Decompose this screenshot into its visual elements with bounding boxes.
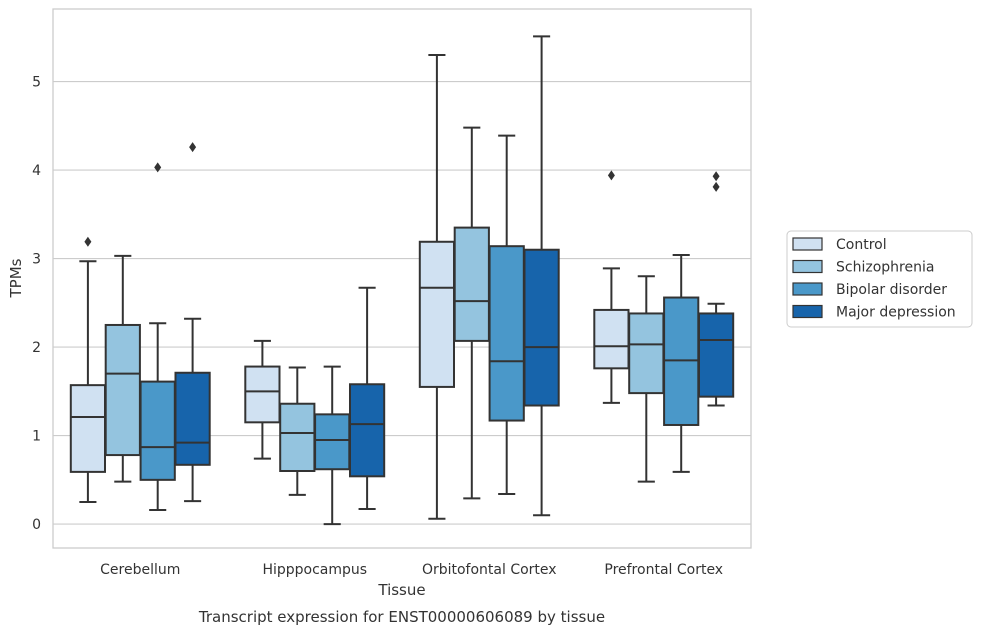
y-tick-label: 2 [32, 340, 41, 356]
box-iqr [593, 308, 630, 370]
y-tick-label: 3 [32, 252, 41, 268]
box-iqr [488, 245, 525, 422]
box-layer [69, 35, 735, 526]
y-tick-label: 1 [32, 429, 41, 445]
box-iqr [697, 312, 735, 398]
x-tick-label: Orbitofontal Cortex [422, 562, 557, 578]
legend-label: Bipolar disorder [836, 282, 947, 298]
legend-swatch [792, 237, 823, 251]
outlier-point [712, 181, 720, 192]
box-group [418, 54, 456, 520]
box-iqr [523, 248, 560, 407]
box-iqr [139, 380, 176, 481]
y-axis-title: TPMs [7, 258, 25, 298]
box-group [628, 275, 665, 483]
box-group [104, 254, 141, 483]
legend-swatch [792, 304, 823, 319]
box-iqr [104, 323, 141, 457]
box-group [663, 254, 700, 473]
y-tick-labels: 0 1 2 3 4 5 [32, 75, 41, 534]
legend-swatch [792, 282, 823, 296]
legend-swatch [792, 259, 823, 274]
y-tick-label: 5 [32, 75, 41, 91]
box-group [593, 170, 630, 404]
outlier-point [607, 170, 615, 181]
box-group [244, 339, 281, 460]
box-group [453, 126, 490, 500]
x-axis-title: Tissue [377, 581, 425, 599]
box-group [348, 286, 386, 511]
outlier-point [84, 236, 92, 247]
chart-caption: Transcript expression for ENST0000060608… [198, 608, 605, 626]
outlier-point [712, 171, 720, 182]
plot-frame [52, 8, 752, 549]
x-tick-labels: Cerebellum Hipppocampus Orbitofontal Corte… [100, 562, 723, 578]
y-tick-label: 4 [32, 163, 41, 179]
box-group [279, 366, 316, 496]
box-iqr [628, 312, 665, 395]
legend-label: Control [836, 237, 887, 253]
box-group [523, 35, 560, 517]
box-group [697, 171, 735, 407]
box-group [314, 365, 351, 526]
box-group [139, 162, 176, 511]
box-iqr [418, 240, 456, 388]
box-iqr [69, 384, 107, 473]
box-iqr [348, 383, 386, 478]
legend-frame [786, 230, 973, 328]
legend-label: Major depression [836, 305, 956, 321]
box-iqr [279, 402, 316, 472]
outlier-point [189, 142, 197, 153]
box-iqr [174, 371, 211, 466]
y-tick-label: 0 [32, 517, 41, 533]
x-tick-label: Cerebellum [100, 562, 180, 578]
x-tick-label: Prefrontal Cortex [604, 562, 723, 578]
x-tick-label: Hipppocampus [262, 562, 367, 578]
box-group [488, 134, 525, 496]
box-group [174, 142, 211, 503]
box-iqr [244, 365, 281, 424]
legend-label: Schizophrenia [836, 260, 934, 276]
box-iqr [453, 226, 490, 342]
legend: Control Schizophrenia Bipolar disorder Majo… [786, 230, 973, 328]
outlier-point [154, 162, 162, 173]
box-group [69, 236, 107, 503]
box-iqr [314, 413, 351, 471]
